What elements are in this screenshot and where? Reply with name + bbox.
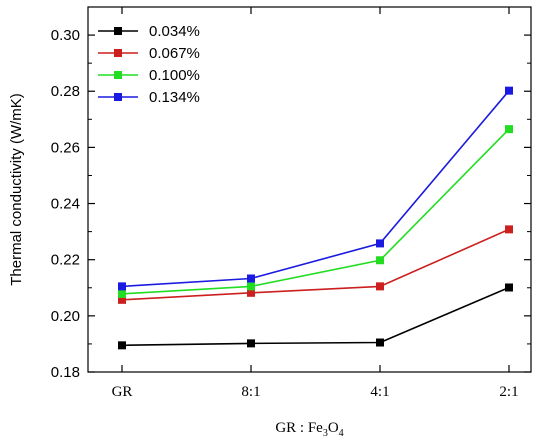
legend-label: 0.134% <box>149 89 200 106</box>
data-point <box>505 225 513 234</box>
data-point <box>247 282 255 291</box>
legend-label: 0.100% <box>149 67 200 84</box>
series-layer <box>118 86 513 350</box>
data-point <box>376 282 384 291</box>
x-tick-label: GR <box>112 384 133 400</box>
legend-marker <box>114 27 122 35</box>
x-axis: GR 8:1 4:1 2:1 <box>112 7 519 400</box>
data-point <box>376 239 384 248</box>
series-line <box>121 286 510 347</box>
data-point <box>247 339 255 348</box>
x-axis-title-sub: 4 <box>339 428 344 439</box>
legend-marker <box>114 93 122 101</box>
legend-label: 0.034% <box>149 23 200 40</box>
data-point <box>118 289 126 298</box>
series-line <box>121 90 510 288</box>
x-tick-label: 2:1 <box>499 384 518 400</box>
y-tick-label: 0.26 <box>51 139 80 156</box>
data-point <box>118 295 126 304</box>
y-tick-label: 0.18 <box>51 364 80 381</box>
data-point <box>118 282 126 291</box>
x-axis-title-part: O <box>328 420 339 436</box>
legend-label: 0.067% <box>149 45 200 62</box>
legend-marker <box>114 71 122 79</box>
data-point <box>505 86 513 95</box>
series-line <box>121 228 510 301</box>
data-point <box>247 288 255 297</box>
data-point <box>247 274 255 283</box>
legend-marker <box>114 49 122 57</box>
y-tick-label: 0.20 <box>51 308 80 325</box>
data-point <box>118 341 126 350</box>
y-tick-label: 0.24 <box>51 196 80 213</box>
series-line <box>121 128 510 295</box>
plot-area <box>87 6 532 373</box>
x-axis-title-sub: 3 <box>323 428 328 439</box>
data-point <box>376 338 384 347</box>
y-axis-title: Thermal conductivity (W/mK) <box>8 93 25 286</box>
y-tick-label: 0.22 <box>51 252 80 269</box>
legend: 0.034% 0.067% 0.100% 0.134% <box>98 23 200 106</box>
x-axis-title-part: GR : Fe <box>275 420 323 436</box>
plot-frame <box>87 6 532 373</box>
x-tick-label: 8:1 <box>241 384 260 400</box>
x-axis-title: GR : Fe3O4 <box>275 420 343 439</box>
data-point <box>505 125 513 134</box>
data-point <box>505 283 513 292</box>
data-point <box>376 256 384 265</box>
x-tick-label: 4:1 <box>370 384 389 400</box>
y-tick-label: 0.28 <box>51 83 80 100</box>
y-axis: 0.18 0.20 0.22 0.24 0.26 0.28 0.30 <box>51 27 531 381</box>
y-tick-label: 0.30 <box>51 27 80 44</box>
